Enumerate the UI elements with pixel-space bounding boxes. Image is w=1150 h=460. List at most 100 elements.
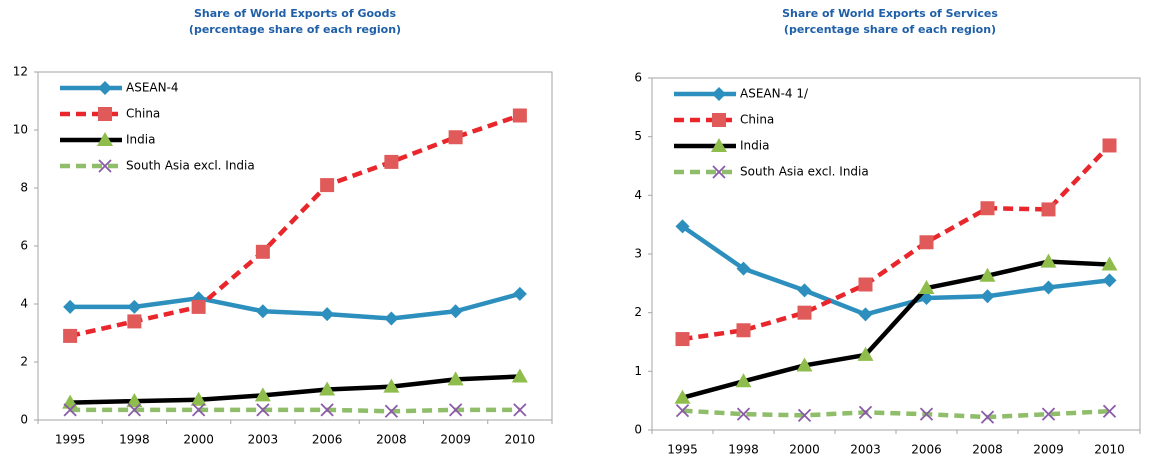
- chart: Share of World Exports of Services (perce…: [634, 7, 1141, 457]
- marker: [980, 201, 995, 216]
- x-tick-label: 2006: [911, 443, 942, 457]
- legend-marker: [97, 132, 113, 146]
- marker: [255, 304, 270, 319]
- marker: [512, 108, 527, 123]
- marker: [797, 283, 812, 298]
- x-tick-label: 2008: [972, 443, 1003, 457]
- marker: [319, 381, 336, 396]
- marker-stroke: [675, 404, 690, 418]
- marker: [320, 178, 335, 193]
- marker: [979, 267, 996, 282]
- marker: [797, 305, 812, 320]
- chart-subtitle: (percentage share of each region): [784, 23, 996, 36]
- marker-stroke: [980, 410, 995, 424]
- marker: [674, 389, 691, 404]
- marker: [127, 299, 142, 314]
- marker: [513, 403, 527, 417]
- legend-marker: [712, 165, 726, 179]
- marker-stroke: [919, 407, 934, 421]
- marker: [320, 403, 334, 417]
- y-tick-label: 2: [20, 355, 28, 369]
- chart-title: Share of World Exports of Goods: [194, 7, 397, 20]
- marker-stroke: [1102, 404, 1117, 418]
- x-tick-label: 2009: [1033, 443, 1064, 457]
- y-tick-label: 2: [634, 305, 642, 319]
- y-tick-label: 3: [634, 247, 642, 261]
- marker-stroke: [448, 403, 463, 417]
- y-tick-label: 1: [634, 364, 642, 378]
- marker: [857, 346, 874, 361]
- marker: [980, 410, 995, 424]
- legend-marker: [711, 138, 727, 152]
- marker: [98, 107, 112, 121]
- marker: [712, 113, 726, 127]
- marker-stroke: [1041, 407, 1056, 421]
- marker: [63, 403, 77, 417]
- marker: [191, 403, 206, 417]
- x-tick-label: 1995: [55, 433, 86, 447]
- marker: [126, 393, 143, 408]
- y-tick-label: 6: [634, 71, 642, 85]
- marker: [711, 138, 727, 152]
- marker-stroke: [858, 405, 873, 420]
- x-tick-label: 1998: [728, 443, 759, 457]
- marker: [448, 304, 463, 319]
- marker: [736, 407, 751, 421]
- marker: [675, 219, 690, 234]
- marker: [736, 323, 751, 338]
- marker: [918, 280, 935, 295]
- marker-stroke: [191, 403, 206, 417]
- marker: [448, 403, 463, 417]
- y-tick-label: 4: [634, 188, 642, 202]
- marker: [1102, 273, 1117, 288]
- x-tick-label: 2010: [1094, 443, 1125, 457]
- marker: [512, 286, 527, 301]
- marker: [858, 277, 873, 292]
- series-line: [682, 408, 1110, 420]
- legend-marker: [712, 87, 726, 101]
- marker: [1040, 253, 1057, 268]
- marker-stroke: [127, 403, 142, 417]
- marker: [1101, 256, 1118, 271]
- marker: [97, 132, 113, 146]
- legend-label: South Asia excl. India: [740, 165, 869, 179]
- series-line: [70, 407, 520, 414]
- marker: [127, 314, 142, 329]
- legend-label: ASEAN-4: [126, 81, 179, 95]
- chart-subtitle: (percentage share of each region): [189, 23, 401, 36]
- x-tick-label: 2003: [248, 433, 279, 447]
- marker: [797, 408, 812, 422]
- marker: [675, 404, 690, 418]
- legend-label: South Asia excl. India: [126, 159, 255, 173]
- marker: [63, 328, 78, 343]
- marker: [256, 403, 270, 417]
- y-tick-label: 8: [20, 181, 28, 195]
- series-line: [69, 113, 521, 339]
- legend-label: China: [740, 113, 774, 127]
- y-tick-label: 0: [634, 423, 642, 437]
- x-tick-label: 1998: [119, 433, 150, 447]
- marker: [127, 403, 142, 417]
- marker: [448, 130, 463, 145]
- marker: [384, 154, 399, 169]
- plot-frame: [37, 71, 553, 421]
- marker: [63, 299, 78, 314]
- x-tick-label: 2009: [440, 433, 471, 447]
- marker-stroke: [98, 159, 112, 173]
- x-tick-label: 2000: [183, 433, 214, 447]
- marker: [383, 378, 400, 393]
- legend-label: China: [126, 107, 160, 121]
- marker: [1041, 202, 1056, 217]
- marker: [190, 391, 207, 406]
- x-tick-label: 2006: [312, 433, 343, 447]
- chart: Share of World Exports of Goods (percenta…: [13, 7, 553, 447]
- legend-marker: [98, 81, 112, 95]
- y-tick-label: 4: [20, 297, 28, 311]
- marker: [735, 373, 752, 388]
- x-tick-label: 2000: [789, 443, 820, 457]
- legend-marker: [712, 113, 726, 127]
- x-tick-label: 2010: [505, 433, 536, 447]
- y-tick-label: 10: [13, 123, 28, 137]
- legend-label: ASEAN-4 1/: [740, 87, 809, 101]
- x-tick-label: 2008: [376, 433, 407, 447]
